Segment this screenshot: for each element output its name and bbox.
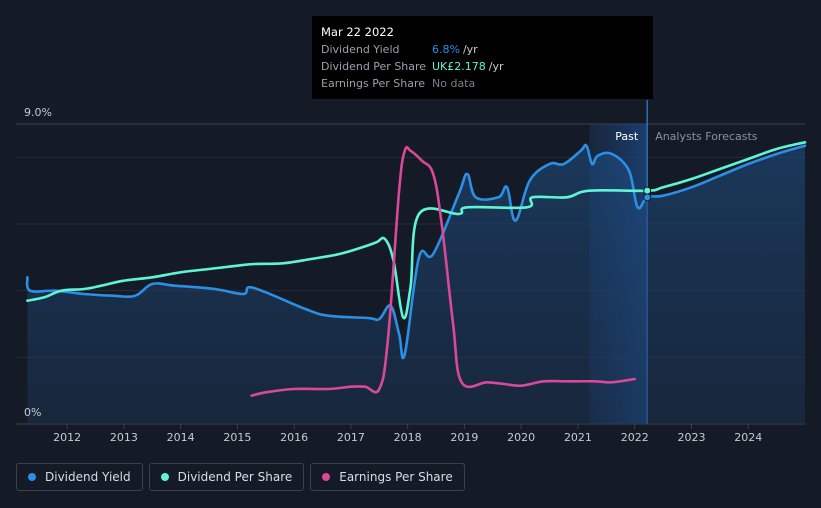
legend-label: Earnings Per Share xyxy=(339,470,453,484)
tooltip-unit: /yr xyxy=(462,43,478,56)
legend-label: Dividend Per Share xyxy=(177,470,293,484)
forecast-label: Analysts Forecasts xyxy=(655,130,758,143)
tooltip-date: Mar 22 2022 xyxy=(321,25,394,39)
legend-item-dividend-yield[interactable]: Dividend Yield xyxy=(16,463,143,491)
tooltip-label: Earnings Per Share xyxy=(321,77,426,90)
x-tick-label: 2019 xyxy=(450,431,478,444)
tooltip-label: Dividend Per Share xyxy=(321,60,427,73)
legend: Dividend Yield Dividend Per Share Earnin… xyxy=(16,463,465,491)
tooltip: Mar 22 2022 Dividend Yield 6.8% /yr Divi… xyxy=(312,16,653,99)
x-tick-label: 2024 xyxy=(734,431,762,444)
x-tick-label: 2014 xyxy=(167,431,195,444)
tooltip-row-dividend-yield: Dividend Yield 6.8% /yr xyxy=(321,41,644,58)
tooltip-row-earnings-per-share: Earnings Per Share No data xyxy=(321,75,644,92)
x-tick-label: 2015 xyxy=(223,431,251,444)
earnings-per-share-line xyxy=(250,145,636,397)
x-tick-label: 2021 xyxy=(564,431,592,444)
x-tick-label: 2016 xyxy=(280,431,308,444)
x-tick-label: 2018 xyxy=(394,431,422,444)
x-tick-label: 2020 xyxy=(507,431,535,444)
dividend-yield-area xyxy=(27,144,805,424)
tooltip-value: 6.8% xyxy=(432,43,460,56)
x-tick-label: 2013 xyxy=(110,431,138,444)
tooltip-value: No data xyxy=(432,77,476,90)
past-label: Past xyxy=(615,130,639,143)
y-tick-label-top: 9.0% xyxy=(24,106,52,119)
tooltip-value: UK£2.178 xyxy=(432,60,486,73)
legend-dot xyxy=(322,473,331,481)
y-tick-label-bottom: 0% xyxy=(24,406,41,419)
legend-item-earnings-per-share[interactable]: Earnings Per Share xyxy=(310,463,465,491)
x-axis-ticks: 2012 2013 2014 2015 2016 2017 2018 2019 2020 2021… xyxy=(53,424,762,444)
legend-item-dividend-per-share[interactable]: Dividend Per Share xyxy=(148,463,305,491)
legend-dot xyxy=(160,473,169,481)
x-tick-label: 2022 xyxy=(621,431,649,444)
dividend-yield-marker xyxy=(643,193,652,202)
tooltip-unit: /yr xyxy=(488,60,504,73)
x-tick-label: 2023 xyxy=(677,431,705,444)
dividend-per-share-line xyxy=(26,141,807,320)
x-tick-label: 2012 xyxy=(53,431,81,444)
legend-dot xyxy=(28,473,36,481)
tooltip-row-dividend-per-share: Dividend Per Share UK£2.178 /yr xyxy=(321,58,644,75)
series-group xyxy=(25,141,807,424)
x-tick-label: 2017 xyxy=(337,431,365,444)
tooltip-label: Dividend Yield xyxy=(321,43,400,56)
dividend-yield-line xyxy=(25,143,807,360)
dividend-per-share-marker xyxy=(643,186,652,195)
legend-label: Dividend Yield xyxy=(45,470,131,484)
